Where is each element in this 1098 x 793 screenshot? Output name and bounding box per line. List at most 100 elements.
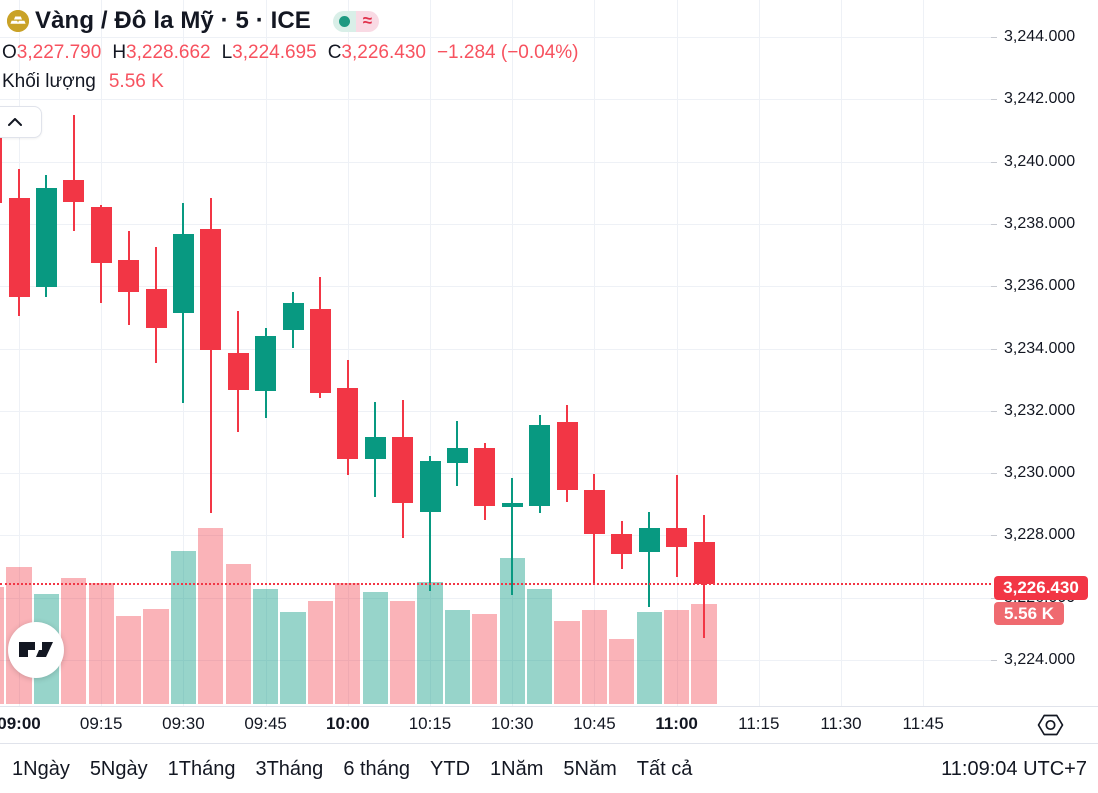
market-status-pill[interactable]: ≈	[332, 10, 379, 32]
candle-body[interactable]	[309, 308, 331, 393]
time-axis-settings-button[interactable]	[1036, 712, 1064, 738]
ohlc-label-l: L	[221, 42, 233, 63]
volume-bar	[663, 610, 690, 704]
time-axis-label: 10:00	[326, 714, 370, 733]
time-gridline	[923, 0, 925, 706]
volume-bar	[198, 527, 224, 704]
ohlc-label-h: H	[112, 42, 127, 63]
volume-bar	[225, 563, 251, 704]
clock[interactable]: 11:09:04 UTC+7	[941, 757, 1087, 780]
volume-bar	[252, 588, 279, 704]
candle-body[interactable]	[666, 527, 688, 548]
price-gridline	[0, 37, 991, 38]
chevron-up-icon	[8, 113, 22, 131]
range-button-3tháng[interactable]: 3Tháng	[255, 757, 324, 780]
time-gridline	[430, 0, 431, 706]
candle-body[interactable]	[0, 136, 3, 204]
volume-bar	[389, 601, 416, 704]
volume-row: Khối lượng 5.56 K	[2, 71, 164, 93]
range-button-ytd[interactable]: YTD	[430, 757, 471, 780]
price-axis-label: 3,230.000	[1004, 464, 1076, 482]
price-gridline	[0, 286, 991, 288]
candle-wick	[675, 475, 678, 577]
volume-bar	[554, 621, 580, 704]
candle-body[interactable]	[200, 228, 222, 351]
candle-body[interactable]	[63, 180, 85, 202]
price-gridline	[0, 348, 991, 350]
candle-body[interactable]	[90, 207, 112, 264]
time-gridline	[758, 0, 760, 706]
candle-body[interactable]	[145, 289, 167, 328]
candle-wick	[511, 478, 514, 596]
tradingview-logo[interactable]	[8, 622, 64, 678]
range-button-5năm[interactable]: 5Năm	[563, 757, 617, 780]
price-axis-label: 3,228.000	[1004, 526, 1076, 544]
price-axis-tick	[991, 37, 997, 38]
range-button-5ngày[interactable]: 5Ngày	[89, 757, 148, 780]
candle-body[interactable]	[556, 421, 578, 490]
volume-bar	[115, 615, 142, 704]
gold-symbol-icon	[7, 10, 29, 32]
candle-body[interactable]	[35, 187, 57, 287]
candle-body[interactable]	[583, 489, 605, 534]
candle-body[interactable]	[611, 533, 633, 554]
price-axis-label: 3,236.000	[1004, 277, 1076, 295]
candle-body[interactable]	[419, 460, 441, 513]
candle-body[interactable]	[529, 425, 551, 507]
range-button-1ngày[interactable]: 1Ngày	[12, 757, 70, 780]
time-axis-label: 11:00	[655, 714, 698, 733]
candle-body[interactable]	[392, 436, 414, 503]
candle-body[interactable]	[172, 234, 194, 313]
price-axis-tick	[991, 223, 997, 225]
volume-bar	[143, 608, 169, 704]
price-axis-tick	[991, 535, 997, 537]
candle-body[interactable]	[364, 437, 386, 460]
candle-body[interactable]	[693, 541, 715, 585]
price-gridline	[0, 223, 991, 225]
volume-bar	[636, 612, 662, 704]
ohlc-label-o: O	[2, 42, 17, 63]
candle-body[interactable]	[8, 197, 30, 297]
candle-body[interactable]	[255, 336, 277, 391]
time-axis-label: 09:45	[244, 714, 287, 733]
symbol-row[interactable]: Vàng / Đô la Mỹ · 5 · ICE ≈	[7, 7, 379, 35]
price-axis-tick	[991, 473, 997, 475]
time-axis-label: 10:15	[408, 714, 452, 733]
range-button-6-tháng[interactable]: 6 tháng	[343, 757, 411, 780]
candle-body[interactable]	[638, 527, 660, 553]
tv-logo-glyph	[19, 642, 53, 657]
candle-body[interactable]	[118, 260, 140, 292]
time-gridline	[347, 0, 349, 706]
price-axis-tick	[991, 348, 997, 350]
price-gridline	[0, 660, 991, 661]
price-axis[interactable]: 3,244.000 3,242.000 3,240.000 3,238.000 3,23…	[991, 0, 1098, 706]
price-axis-tick	[991, 99, 997, 101]
candle-body[interactable]	[282, 302, 304, 331]
last-price-line	[0, 583, 991, 586]
candle-body[interactable]	[446, 448, 468, 463]
volume-bar	[280, 612, 306, 704]
price-axis-label: 3,232.000	[1004, 401, 1076, 419]
candle-body[interactable]	[337, 388, 359, 460]
time-axis[interactable]: 09:00 09:15 09:30 09:45 10:00 10:15 10:30 10:45…	[0, 706, 1098, 743]
range-button-1tháng[interactable]: 1Tháng	[167, 757, 236, 780]
price-gridline	[0, 535, 991, 537]
price-gridline	[0, 410, 991, 412]
volume-bar	[307, 601, 334, 704]
price-axis-label: 3,242.000	[1004, 90, 1076, 108]
price-gridline	[0, 597, 991, 599]
chart-pane[interactable]	[0, 0, 991, 706]
footer-toolbar: 1Ngày 5Ngày 1Tháng 3Tháng 6 tháng YTD 1Năm 5Năm…	[0, 743, 1098, 793]
volume-bar	[0, 587, 5, 704]
range-button-tất-cả[interactable]: Tất cả	[636, 757, 693, 780]
candle-body[interactable]	[474, 447, 496, 507]
time-axis-label: 11:15	[738, 714, 780, 733]
symbol-title[interactable]: Vàng / Đô la Mỹ · 5 · ICE	[35, 7, 311, 34]
time-gridline	[841, 0, 842, 706]
candle-wick	[209, 197, 212, 513]
range-button-1năm[interactable]: 1Năm	[490, 757, 544, 780]
volume-bar	[362, 592, 388, 704]
candle-body[interactable]	[227, 352, 249, 390]
legend-collapse-button[interactable]	[0, 106, 42, 138]
candle-body[interactable]	[501, 503, 523, 507]
